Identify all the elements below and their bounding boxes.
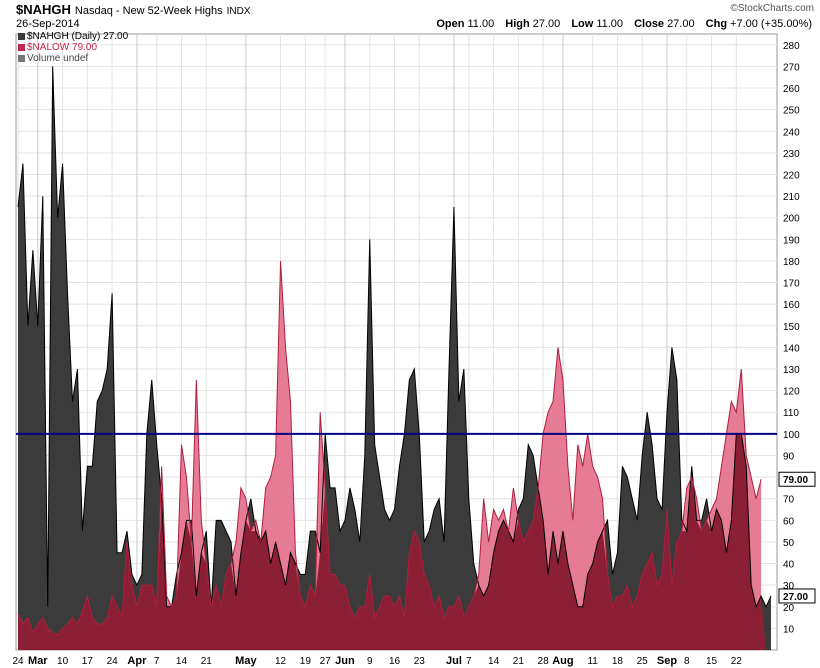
legend-volume-icon [18, 55, 25, 62]
y-axis: 1020304050607080901001101201301401501601… [783, 41, 800, 636]
x-tick-label: 24 [12, 656, 24, 667]
y-tick-label: 20 [783, 603, 795, 614]
legend-secondary-label: $NALOW 79.00 [27, 42, 98, 53]
y-tick-label: 190 [783, 235, 800, 246]
x-tick-label: 22 [731, 656, 743, 667]
legend-volume: Volume undef [18, 53, 128, 64]
x-tick-label: 8 [684, 656, 690, 667]
y-tick-label: 30 [783, 581, 795, 592]
x-tick-label: 17 [82, 656, 94, 667]
x-tick-label: 15 [706, 656, 718, 667]
high-label: High [505, 18, 530, 30]
y-tick-label: 250 [783, 106, 800, 117]
x-tick-label: 7 [466, 656, 472, 667]
y-tick-label: 100 [783, 430, 800, 441]
y-tick-label: 200 [783, 214, 800, 225]
x-tick-label: 18 [612, 656, 624, 667]
series-line-nalow [17, 260, 762, 636]
x-tick-label: 14 [176, 656, 188, 667]
x-tick-label: Apr [127, 655, 147, 667]
x-tick-label: 24 [107, 656, 119, 667]
y-tick-label: 120 [783, 387, 800, 398]
chg-label: Chg [705, 18, 728, 30]
x-tick-label: 12 [275, 656, 287, 667]
y-tick-label: 130 [783, 365, 800, 376]
x-tick-label: 21 [513, 656, 525, 667]
price-label-primary-box [778, 588, 816, 604]
legend: $NAHGH (Daily) 27.00 $NALOW 79.00 Volume… [18, 31, 128, 64]
y-tick-label: 170 [783, 279, 800, 290]
x-tick-label: 14 [488, 656, 500, 667]
y-tick-label: 40 [783, 560, 795, 571]
legend-volume-label: Volume undef [27, 53, 89, 64]
x-tick-label: Jun [335, 655, 355, 667]
x-axis: 24 Mar 10 17 24 Apr 7 14 21 May 12 19 27 Jun 9 16 23 Jul 7… [12, 655, 742, 667]
y-tick-label: 260 [783, 84, 800, 95]
x-tick-label: 16 [389, 656, 401, 667]
x-tick-label: 21 [201, 656, 213, 667]
y-tick-label: 210 [783, 192, 800, 203]
x-tick-label: Sep [657, 655, 677, 667]
legend-swatch-secondary [18, 44, 25, 51]
chart-header: $NAHGH Nasdaq - New 52-Week Highs INDX 26-… [0, 0, 820, 34]
x-tick-label: Jul [446, 655, 462, 667]
x-tick-label: 23 [414, 656, 426, 667]
x-tick-label: 25 [637, 656, 649, 667]
y-tick-label: 90 [783, 451, 795, 462]
price-label-primary: 27.00 [783, 592, 808, 603]
y-tick-label: 180 [783, 257, 800, 268]
legend-primary: $NAHGH (Daily) 27.00 [18, 31, 128, 42]
x-tick-label: 11 [587, 656, 598, 667]
series-areas [17, 66, 772, 650]
y-tick-label: 220 [783, 170, 800, 181]
symbol-title: $NAHGH Nasdaq - New 52-Week Highs INDX [16, 2, 251, 17]
x-tick-label: Aug [552, 655, 573, 667]
x-tick-label: 27 [320, 656, 332, 667]
brand-logo[interactable]: ©StockCharts.com [730, 3, 814, 14]
y-tick-label: 150 [783, 322, 800, 333]
y-tick-label: 70 [783, 495, 795, 506]
exchange: INDX [226, 6, 251, 17]
series-area-nalow [18, 260, 762, 650]
x-tick-label: 9 [367, 656, 373, 667]
legend-swatch-primary [18, 33, 25, 40]
x-tick-label: 19 [300, 656, 312, 667]
y-tick-label: 160 [783, 300, 800, 311]
x-tick-label: May [235, 655, 257, 667]
y-tick-label: 110 [783, 408, 799, 419]
x-tick-label: 10 [57, 656, 69, 667]
series-line-nahgh [17, 66, 772, 609]
y-tick-label: 230 [783, 149, 800, 160]
y-tick-label: 270 [783, 62, 800, 73]
y-tick-label: 280 [783, 41, 800, 52]
y-tick-label: 60 [783, 516, 795, 527]
chg-value: +7.00 (+35.00%) [730, 18, 812, 30]
ohlc-readout: Open 11.00 High 27.00 Low 11.00 Close 27.00 … [436, 18, 812, 30]
y-tick-label: 10 [783, 624, 795, 635]
low-label: Low [571, 18, 594, 30]
symbol-name: Nasdaq - New 52-Week Highs [74, 5, 223, 17]
x-tick-label: 28 [538, 656, 550, 667]
y-tick-label: 50 [783, 538, 795, 549]
close-label: Close [634, 18, 665, 30]
high-value: 27.00 [532, 18, 561, 30]
x-tick-label: 7 [154, 656, 160, 667]
low-value: 11.00 [596, 18, 624, 30]
legend-secondary: $NALOW 79.00 [18, 42, 128, 53]
symbol: $NAHGH [16, 2, 71, 17]
legend-primary-label: $NAHGH (Daily) 27.00 [27, 31, 129, 42]
price-label-secondary-box [778, 471, 816, 487]
close-value: 27.00 [667, 18, 695, 30]
open-value: 11.00 [467, 18, 495, 30]
chart-date: 26-Sep-2014 [16, 18, 80, 30]
y-tick-label: 140 [783, 343, 800, 354]
y-tick-label: 240 [783, 127, 800, 138]
open-label: Open [436, 18, 465, 30]
series-area-overlap [18, 433, 771, 650]
price-labels: 27.00 79.00 [778, 471, 816, 604]
x-tick-label: Mar [28, 655, 48, 667]
price-label-secondary: 79.00 [783, 475, 808, 486]
